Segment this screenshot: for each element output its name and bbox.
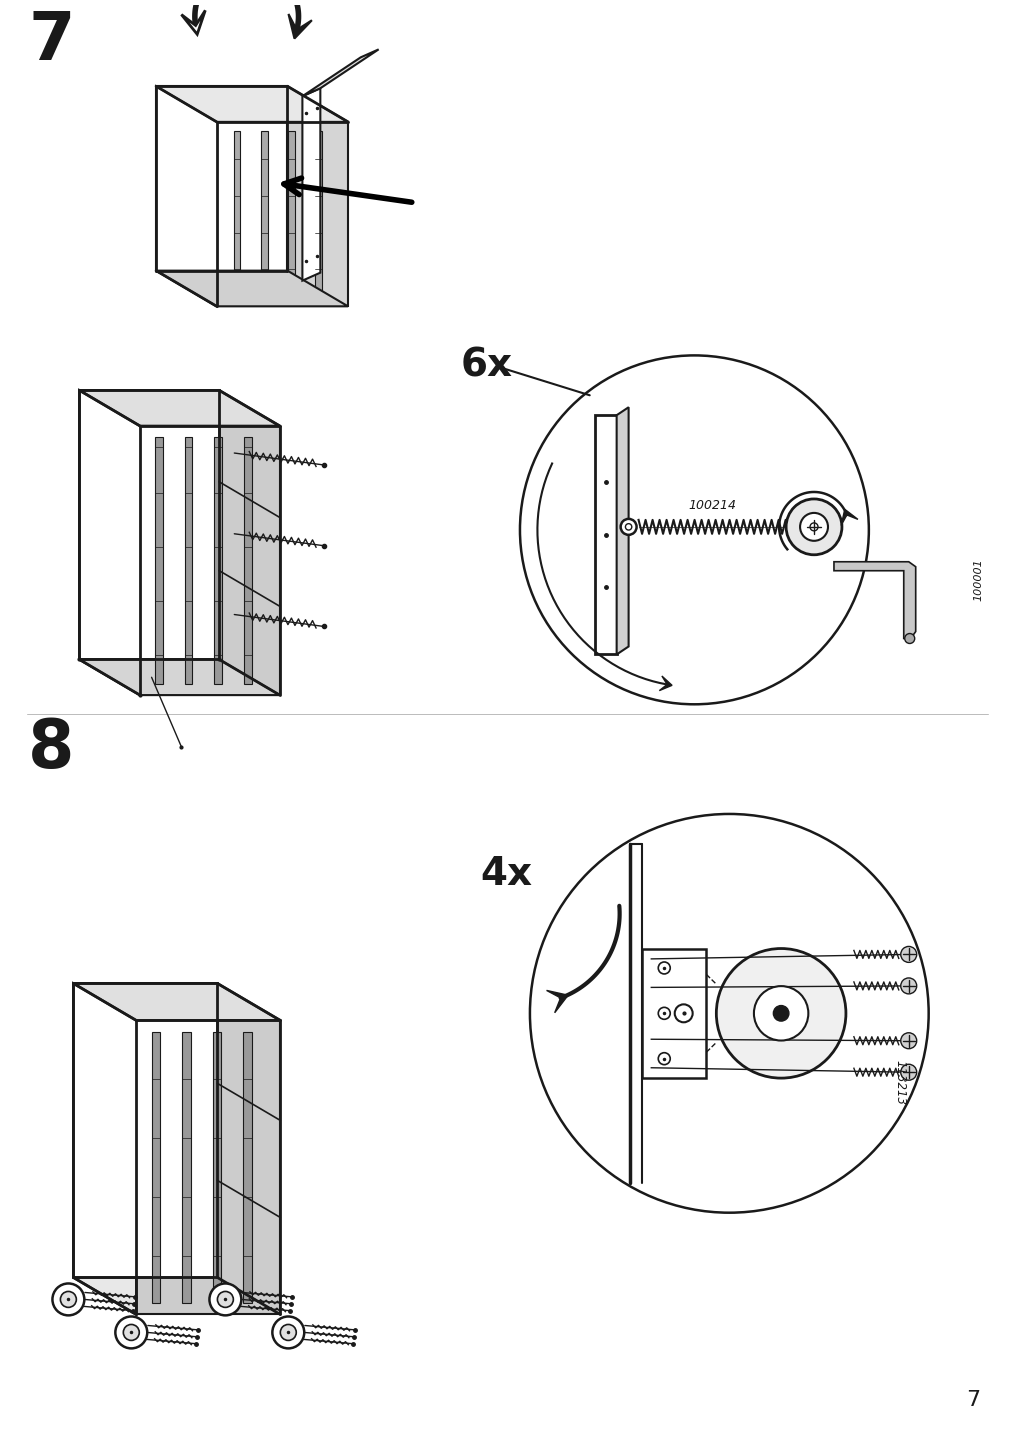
Polygon shape [616, 407, 628, 654]
Circle shape [530, 813, 928, 1213]
Circle shape [272, 1316, 304, 1349]
Text: 100001: 100001 [973, 558, 983, 601]
Polygon shape [185, 437, 192, 684]
Circle shape [900, 1064, 916, 1080]
Polygon shape [658, 676, 671, 690]
Polygon shape [212, 1032, 220, 1303]
Polygon shape [182, 1032, 190, 1303]
Circle shape [620, 518, 636, 534]
Polygon shape [79, 660, 279, 695]
Circle shape [772, 1005, 789, 1021]
Polygon shape [140, 425, 279, 695]
Polygon shape [79, 391, 140, 695]
Circle shape [61, 1292, 76, 1307]
Polygon shape [73, 984, 136, 1315]
Polygon shape [234, 132, 241, 296]
Polygon shape [156, 271, 348, 306]
Circle shape [217, 1292, 234, 1307]
Circle shape [520, 355, 868, 705]
Polygon shape [302, 89, 320, 281]
Polygon shape [546, 991, 567, 1012]
Circle shape [209, 1283, 241, 1316]
Circle shape [674, 1004, 692, 1022]
Polygon shape [214, 437, 221, 684]
Polygon shape [287, 132, 294, 296]
Polygon shape [594, 415, 616, 654]
Text: 6x: 6x [460, 347, 512, 384]
Circle shape [115, 1316, 147, 1349]
Polygon shape [156, 86, 287, 271]
Polygon shape [79, 391, 279, 425]
Polygon shape [156, 86, 348, 122]
Circle shape [625, 524, 631, 530]
Polygon shape [840, 510, 857, 526]
Circle shape [716, 948, 845, 1078]
Circle shape [657, 962, 669, 974]
Text: 7: 7 [966, 1390, 980, 1411]
Polygon shape [73, 984, 280, 1021]
Text: 4x: 4x [479, 855, 532, 892]
Polygon shape [244, 437, 252, 684]
Circle shape [123, 1325, 140, 1340]
Circle shape [809, 523, 817, 531]
Polygon shape [73, 984, 217, 1277]
Circle shape [900, 1032, 916, 1048]
Polygon shape [152, 1032, 160, 1303]
Circle shape [753, 987, 808, 1041]
Polygon shape [155, 437, 163, 684]
Circle shape [53, 1283, 84, 1316]
Polygon shape [216, 122, 348, 306]
Circle shape [786, 498, 841, 554]
Circle shape [800, 513, 827, 541]
Polygon shape [833, 561, 915, 639]
Polygon shape [79, 391, 219, 660]
Circle shape [280, 1325, 296, 1340]
Circle shape [904, 633, 914, 643]
Circle shape [657, 1053, 669, 1064]
Text: 8: 8 [28, 716, 75, 782]
Text: 113213: 113213 [893, 1060, 906, 1106]
Polygon shape [314, 132, 321, 296]
Polygon shape [156, 86, 216, 306]
Polygon shape [261, 132, 267, 296]
Polygon shape [302, 49, 378, 96]
Circle shape [657, 1007, 669, 1020]
Polygon shape [136, 1021, 280, 1315]
Text: 7: 7 [28, 9, 75, 74]
Circle shape [900, 978, 916, 994]
Text: 100214: 100214 [687, 498, 736, 511]
Polygon shape [641, 948, 706, 1078]
Polygon shape [243, 1032, 252, 1303]
Polygon shape [288, 14, 311, 39]
Polygon shape [181, 10, 205, 34]
Circle shape [900, 947, 916, 962]
